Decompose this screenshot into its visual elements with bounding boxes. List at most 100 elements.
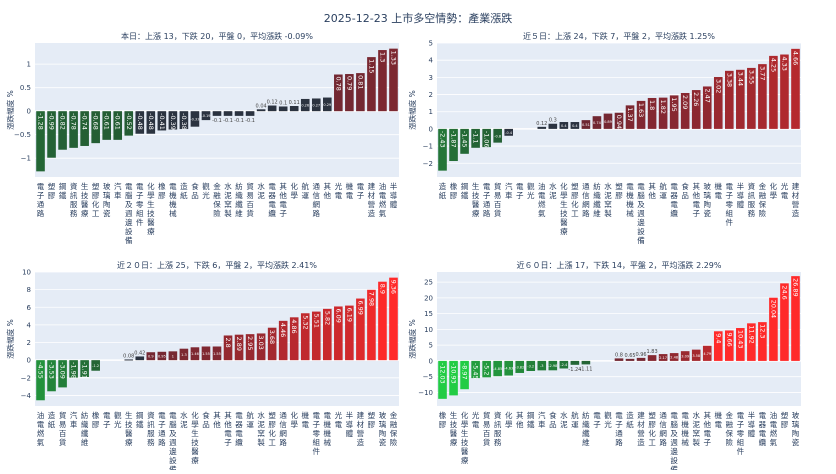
x-tick-char: 瓷 — [703, 208, 711, 218]
x-tick-char: 其 — [279, 182, 287, 191]
x-tick-char: 電 — [670, 200, 678, 209]
x-tick-label: 鋼鐵 — [461, 181, 469, 200]
bar — [245, 334, 255, 361]
y-tick-label: 5 — [429, 342, 433, 350]
bar — [636, 100, 646, 129]
x-tick-char: 油 — [379, 181, 387, 191]
x-tick-label: 電機機械 — [681, 411, 689, 447]
bar-value-label: 5.51 — [312, 314, 320, 328]
x-tick-char: 機 — [715, 181, 723, 191]
bar — [69, 111, 78, 148]
x-tick-char: 險 — [213, 208, 221, 218]
bar-value-label: 0.12 — [267, 100, 278, 106]
x-tick-char: 水 — [224, 181, 232, 191]
bar — [581, 360, 591, 365]
x-tick-char: 機 — [301, 410, 309, 420]
x-tick-char: 電 — [301, 420, 309, 429]
bar-value-label: -0.4 — [505, 131, 513, 135]
x-tick-char: 玻 — [792, 410, 800, 420]
bar-value-label: 26.89 — [791, 278, 799, 296]
x-tick-char: 信 — [582, 190, 590, 200]
bar-value-label: 1.3 — [378, 52, 386, 62]
bar-value-label: 4.86 — [290, 319, 298, 333]
x-tick-char: 子 — [136, 191, 144, 200]
bar — [702, 345, 712, 361]
bar — [201, 346, 211, 361]
x-tick-char: 子 — [158, 420, 166, 429]
x-tick-char: 備 — [637, 235, 645, 245]
x-tick-char: 電 — [379, 191, 387, 200]
bar — [758, 64, 767, 129]
x-tick-char: 組 — [726, 208, 734, 218]
plot-area — [437, 43, 801, 177]
bar — [625, 105, 635, 129]
x-tick-char: 醫 — [450, 429, 458, 438]
bar — [449, 360, 458, 396]
x-tick-char: 泥 — [560, 420, 568, 429]
bar-value-label: 0.26 — [301, 104, 309, 108]
x-tick-char: 他 — [279, 190, 287, 200]
x-tick-char: 水 — [257, 410, 265, 420]
x-tick-char: 件 — [737, 446, 745, 456]
x-tick-char: 務 — [748, 208, 756, 218]
x-tick-char: 紙 — [626, 419, 634, 429]
bar — [515, 360, 525, 373]
bar — [267, 105, 277, 112]
x-tick-char: 半 — [748, 410, 756, 420]
x-tick-label: 通信網路 — [659, 410, 667, 447]
x-tick-char: 電 — [692, 200, 700, 209]
x-tick-char: 電 — [472, 420, 480, 429]
bar-value-label: -2.43 — [439, 131, 447, 148]
x-tick-char: 紡 — [235, 181, 243, 191]
x-tick-label: 汽車 — [70, 410, 78, 429]
x-tick-char: 及 — [169, 429, 177, 438]
x-tick-char: 路 — [158, 437, 166, 447]
x-tick-label: 建材營造 — [792, 181, 800, 218]
bar — [345, 74, 354, 112]
bar-value-label: 9.66 — [725, 332, 733, 346]
x-tick-label: 化學 — [770, 181, 778, 200]
bar — [256, 333, 266, 361]
bar-value-label: 1.82 — [659, 100, 667, 114]
x-tick-char: 電 — [726, 182, 734, 191]
x-tick-char: 及 — [125, 200, 133, 209]
bar — [791, 48, 800, 129]
x-tick-char: 信 — [313, 190, 321, 200]
x-tick-char: 光 — [335, 410, 343, 420]
x-tick-char: 電 — [268, 200, 276, 209]
bar-value-label: 1.37 — [626, 107, 634, 121]
x-tick-char: 觀 — [527, 181, 535, 191]
y-tick-label: 15 — [424, 310, 433, 318]
bar-value-label: 0.42 — [134, 350, 145, 356]
bar — [780, 283, 789, 361]
x-tick-label: 觀光 — [527, 181, 535, 200]
x-tick-char: 電 — [103, 411, 111, 420]
x-tick-char: 子 — [357, 191, 365, 200]
x-tick-char: 路 — [659, 437, 667, 447]
x-tick-char: 他 — [224, 419, 232, 429]
bar-value-label: 1.8 — [648, 100, 656, 110]
bar-value-label: 0.1 — [279, 100, 287, 106]
bar-value-label: 1 — [172, 354, 174, 358]
bar — [146, 111, 156, 134]
bar — [146, 352, 156, 361]
x-tick-char: 技 — [125, 419, 133, 429]
bar — [449, 128, 458, 162]
x-tick-char: 保 — [390, 429, 398, 438]
x-tick-char: 體 — [346, 428, 354, 438]
x-tick-char: 紡 — [593, 181, 601, 191]
x-tick-char: 機 — [626, 199, 634, 209]
plot-area — [35, 272, 399, 406]
x-tick-char: 學 — [461, 419, 469, 429]
x-tick-char: 械 — [324, 437, 332, 447]
x-tick-char: 鋼 — [527, 410, 535, 420]
x-tick-label: 鋼鐵 — [527, 410, 535, 429]
bar — [471, 128, 480, 148]
subplot-title: 近６０日：上漲 17，下跌 14，平盤 2，平均漲跌 2.29% — [516, 260, 721, 270]
bar-value-label: 3.09 — [681, 355, 689, 359]
x-tick-char: 器 — [759, 420, 767, 429]
x-tick-label: 電腦及週邊設備 — [637, 182, 645, 245]
x-tick-label: 金融保險 — [759, 181, 767, 218]
x-tick-char: 子 — [593, 420, 601, 429]
x-tick-char: 生 — [147, 199, 155, 209]
